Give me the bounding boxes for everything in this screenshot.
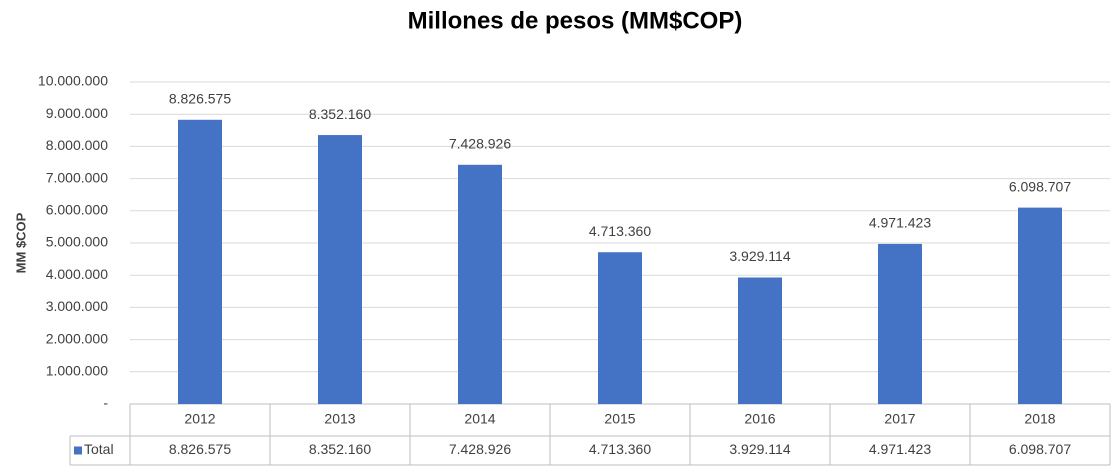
data-label: 7.428.926	[449, 135, 511, 151]
y-tick-label: -	[103, 395, 108, 411]
x-tick-label: 2017	[884, 411, 915, 427]
legend-swatch	[74, 446, 82, 455]
table-value: 4.971.423	[869, 441, 931, 457]
y-axis-label: MM $COP	[13, 212, 28, 273]
data-label: 8.352.160	[309, 106, 371, 122]
data-label: 4.971.423	[869, 215, 931, 231]
x-tick-label: 2012	[184, 411, 215, 427]
y-tick-label: 9.000.000	[46, 105, 108, 121]
y-tick-label: 2.000.000	[46, 330, 108, 346]
table-value: 4.713.360	[589, 441, 651, 457]
data-label: 6.098.707	[1009, 178, 1071, 194]
bar	[598, 252, 642, 404]
x-tick-label: 2013	[324, 411, 355, 427]
bar	[1018, 207, 1062, 404]
y-tick-label: 6.000.000	[46, 202, 108, 218]
bar	[878, 243, 922, 404]
x-tick-label: 2015	[604, 411, 635, 427]
bar	[178, 119, 222, 404]
y-tick-label: 5.000.000	[46, 234, 108, 250]
x-tick-label: 2018	[1024, 411, 1055, 427]
data-label: 8.826.575	[169, 90, 231, 106]
y-tick-label: 3.000.000	[46, 298, 108, 314]
x-tick-label: 2014	[464, 411, 495, 427]
chart-title: Millones de pesos (MM$COP)	[408, 7, 743, 34]
table-value: 8.826.575	[169, 441, 231, 457]
data-label: 4.713.360	[589, 223, 651, 239]
table-value: 8.352.160	[309, 441, 371, 457]
table-value: 7.428.926	[449, 441, 511, 457]
y-tick-label: 7.000.000	[46, 169, 108, 185]
bar	[458, 164, 502, 404]
bar	[318, 135, 362, 404]
table-value: 6.098.707	[1009, 441, 1071, 457]
bar	[738, 277, 782, 404]
table-value: 3.929.114	[729, 441, 790, 457]
y-tick-label: 8.000.000	[46, 137, 108, 153]
x-tick-label: 2016	[744, 411, 775, 427]
y-tick-label: 1.000.000	[46, 363, 108, 379]
legend-label: Total	[84, 441, 114, 457]
y-tick-label: 4.000.000	[46, 266, 108, 282]
data-label: 3.929.114	[729, 248, 790, 264]
y-tick-label: 10.000.000	[38, 73, 108, 89]
